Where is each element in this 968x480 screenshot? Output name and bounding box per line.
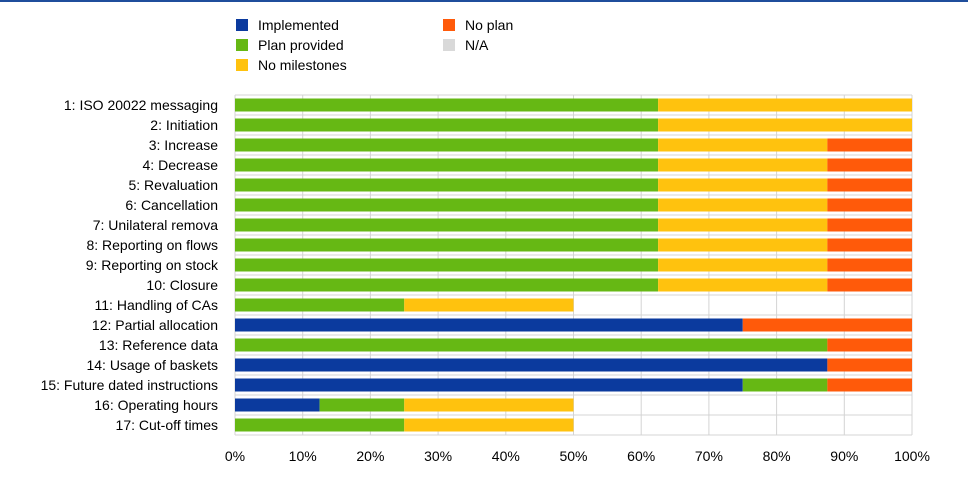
legend-label: Implemented bbox=[258, 17, 339, 33]
bar-segment-no-plan bbox=[827, 198, 912, 212]
legend-swatch bbox=[236, 39, 248, 51]
bar-segment-plan-provided bbox=[319, 398, 405, 412]
bar-segment-no-plan bbox=[827, 138, 912, 152]
bar-segment-no-plan bbox=[827, 158, 912, 172]
x-tick-label: 60% bbox=[627, 448, 655, 464]
category-label: 5: Revaluation bbox=[128, 177, 218, 193]
bar-segment-no-milestones bbox=[404, 418, 574, 432]
bar-segment-no-milestones bbox=[658, 258, 828, 272]
bar-segment-plan-provided bbox=[235, 178, 659, 192]
legend-item: No milestones bbox=[236, 57, 347, 73]
bar-segment-no-plan bbox=[827, 218, 912, 232]
bar-segment-no-plan bbox=[827, 278, 912, 292]
x-tick-label: 80% bbox=[763, 448, 791, 464]
category-label: 12: Partial allocation bbox=[92, 317, 218, 333]
category-label: 17: Cut-off times bbox=[116, 417, 218, 433]
legend-label: No plan bbox=[465, 17, 513, 33]
bar-segment-no-milestones bbox=[658, 138, 828, 152]
bar-segment-no-milestones bbox=[658, 178, 828, 192]
bar-segment-no-plan bbox=[742, 318, 912, 332]
legend-swatch bbox=[443, 39, 455, 51]
bar-segment-no-milestones bbox=[404, 398, 574, 412]
category-label: 14: Usage of baskets bbox=[86, 357, 218, 373]
category-label: 10: Closure bbox=[146, 277, 218, 293]
bar-segment-plan-provided bbox=[235, 118, 659, 132]
legend-swatch bbox=[236, 19, 248, 31]
category-label: 8: Reporting on flows bbox=[86, 237, 218, 253]
bar-segment-implemented bbox=[235, 358, 828, 372]
bar-segment-no-milestones bbox=[658, 218, 828, 232]
category-label: 9: Reporting on stock bbox=[86, 257, 219, 273]
legend-label: Plan provided bbox=[258, 37, 344, 53]
bar-segment-no-milestones bbox=[658, 278, 828, 292]
x-tick-label: 20% bbox=[356, 448, 384, 464]
bar-segment-no-plan bbox=[827, 178, 912, 192]
bar-segment-plan-provided bbox=[235, 158, 659, 172]
bar-segment-no-milestones bbox=[658, 118, 912, 132]
bar-segment-plan-provided bbox=[235, 138, 659, 152]
legend-item: Implemented bbox=[236, 17, 339, 33]
bar-segment-no-plan bbox=[827, 258, 912, 272]
bar-segment-implemented bbox=[235, 378, 743, 392]
bar-segment-no-milestones bbox=[658, 158, 828, 172]
bar-segment-plan-provided bbox=[235, 418, 405, 432]
bar-segment-no-milestones bbox=[404, 298, 574, 312]
category-label: 11: Handling of CAs bbox=[95, 297, 218, 313]
category-label: 6: Cancellation bbox=[125, 197, 218, 213]
category-label: 15: Future dated instructions bbox=[41, 377, 218, 393]
x-tick-label: 100% bbox=[894, 448, 930, 464]
bar-segment-no-milestones bbox=[658, 98, 912, 112]
category-label: 1: ISO 20022 messaging bbox=[64, 97, 218, 113]
category-label: 3: Increase bbox=[149, 137, 218, 153]
legend-item: N/A bbox=[443, 37, 489, 53]
legend-swatch bbox=[236, 59, 248, 71]
bar-segment-plan-provided bbox=[742, 378, 828, 392]
x-tick-label: 30% bbox=[424, 448, 452, 464]
legend-item: Plan provided bbox=[236, 37, 344, 53]
bar-segment-no-plan bbox=[827, 358, 912, 372]
category-label: 13: Reference data bbox=[99, 337, 218, 353]
bar-segment-plan-provided bbox=[235, 198, 659, 212]
bar-segment-no-plan bbox=[827, 378, 912, 392]
legend-swatch bbox=[443, 19, 455, 31]
bar-segment-no-plan bbox=[827, 238, 912, 252]
x-tick-label: 90% bbox=[830, 448, 858, 464]
x-tick-label: 0% bbox=[225, 448, 245, 464]
top-rule bbox=[0, 0, 968, 2]
bar-segment-no-milestones bbox=[658, 198, 828, 212]
x-tick-label: 70% bbox=[695, 448, 723, 464]
bar-segment-plan-provided bbox=[235, 298, 405, 312]
bar-segment-plan-provided bbox=[235, 238, 659, 252]
legend-label: N/A bbox=[465, 37, 489, 53]
category-label: 2: Initiation bbox=[150, 117, 218, 133]
bar-segment-implemented bbox=[235, 318, 743, 332]
bar-segment-plan-provided bbox=[235, 218, 659, 232]
bar-segment-plan-provided bbox=[235, 278, 659, 292]
category-label: 16: Operating hours bbox=[94, 397, 218, 413]
x-tick-label: 50% bbox=[559, 448, 587, 464]
category-label: 7: Unilateral remova bbox=[93, 217, 218, 233]
bar-segment-implemented bbox=[235, 398, 320, 412]
bar-segment-no-plan bbox=[827, 338, 912, 352]
bar-segment-plan-provided bbox=[235, 258, 659, 272]
bar-segment-plan-provided bbox=[235, 98, 659, 112]
legend-item: No plan bbox=[443, 17, 513, 33]
category-label: 4: Decrease bbox=[143, 157, 219, 173]
legend-label: No milestones bbox=[258, 57, 347, 73]
bar-segment-plan-provided bbox=[235, 338, 828, 352]
bar-segment-no-milestones bbox=[658, 238, 828, 252]
x-tick-label: 10% bbox=[289, 448, 317, 464]
x-tick-label: 40% bbox=[492, 448, 520, 464]
